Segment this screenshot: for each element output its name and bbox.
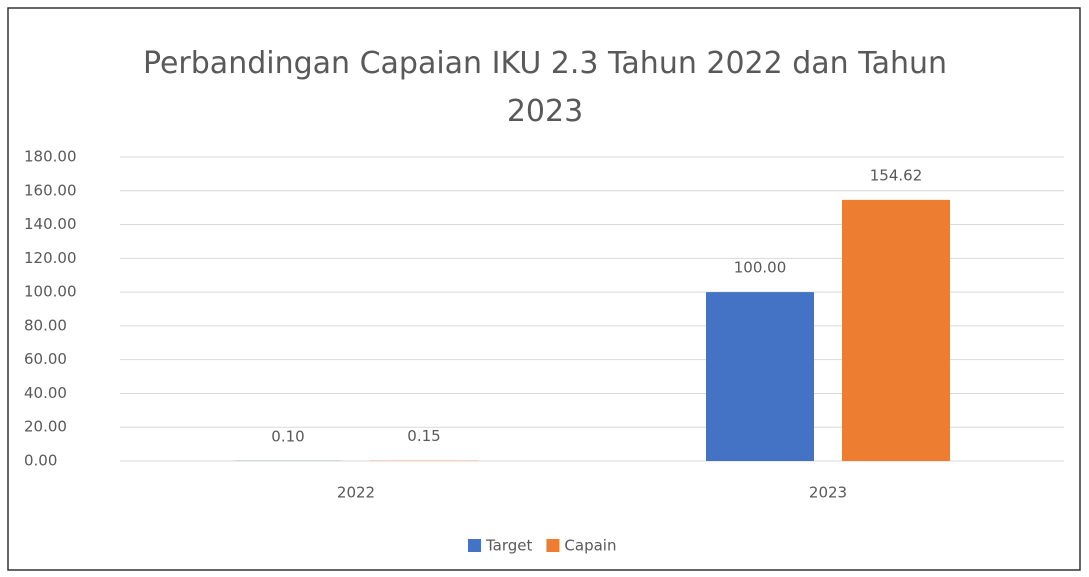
y-tick-label: 20.00 bbox=[24, 418, 67, 436]
y-tick-label: 60.00 bbox=[24, 350, 67, 368]
y-tick-label: 180.00 bbox=[24, 148, 77, 166]
bar bbox=[842, 199, 950, 461]
legend-label: Capain bbox=[564, 537, 616, 555]
data-label: 0.15 bbox=[407, 427, 440, 445]
x-tick-label: 2022 bbox=[337, 484, 375, 502]
y-tick-label: 80.00 bbox=[24, 316, 67, 334]
y-tick-label: 120.00 bbox=[24, 249, 77, 267]
chart-title: Perbandingan Capaian IKU 2.3 Tahun 2022 … bbox=[142, 46, 948, 129]
x-tick-label: 2023 bbox=[809, 484, 847, 502]
y-tick-label: 40.00 bbox=[24, 384, 67, 402]
legend-swatch bbox=[546, 539, 560, 552]
y-tick-label: 100.00 bbox=[24, 283, 77, 301]
bar bbox=[706, 292, 814, 461]
y-tick-label: 160.00 bbox=[24, 181, 77, 199]
legend-label: Target bbox=[485, 537, 533, 555]
y-tick-label: 0.00 bbox=[24, 452, 57, 470]
data-label: 154.62 bbox=[870, 166, 923, 184]
data-label: 100.00 bbox=[734, 259, 787, 277]
y-tick-label: 140.00 bbox=[24, 215, 77, 233]
data-label: 0.10 bbox=[271, 427, 304, 445]
legend-swatch bbox=[468, 539, 481, 552]
